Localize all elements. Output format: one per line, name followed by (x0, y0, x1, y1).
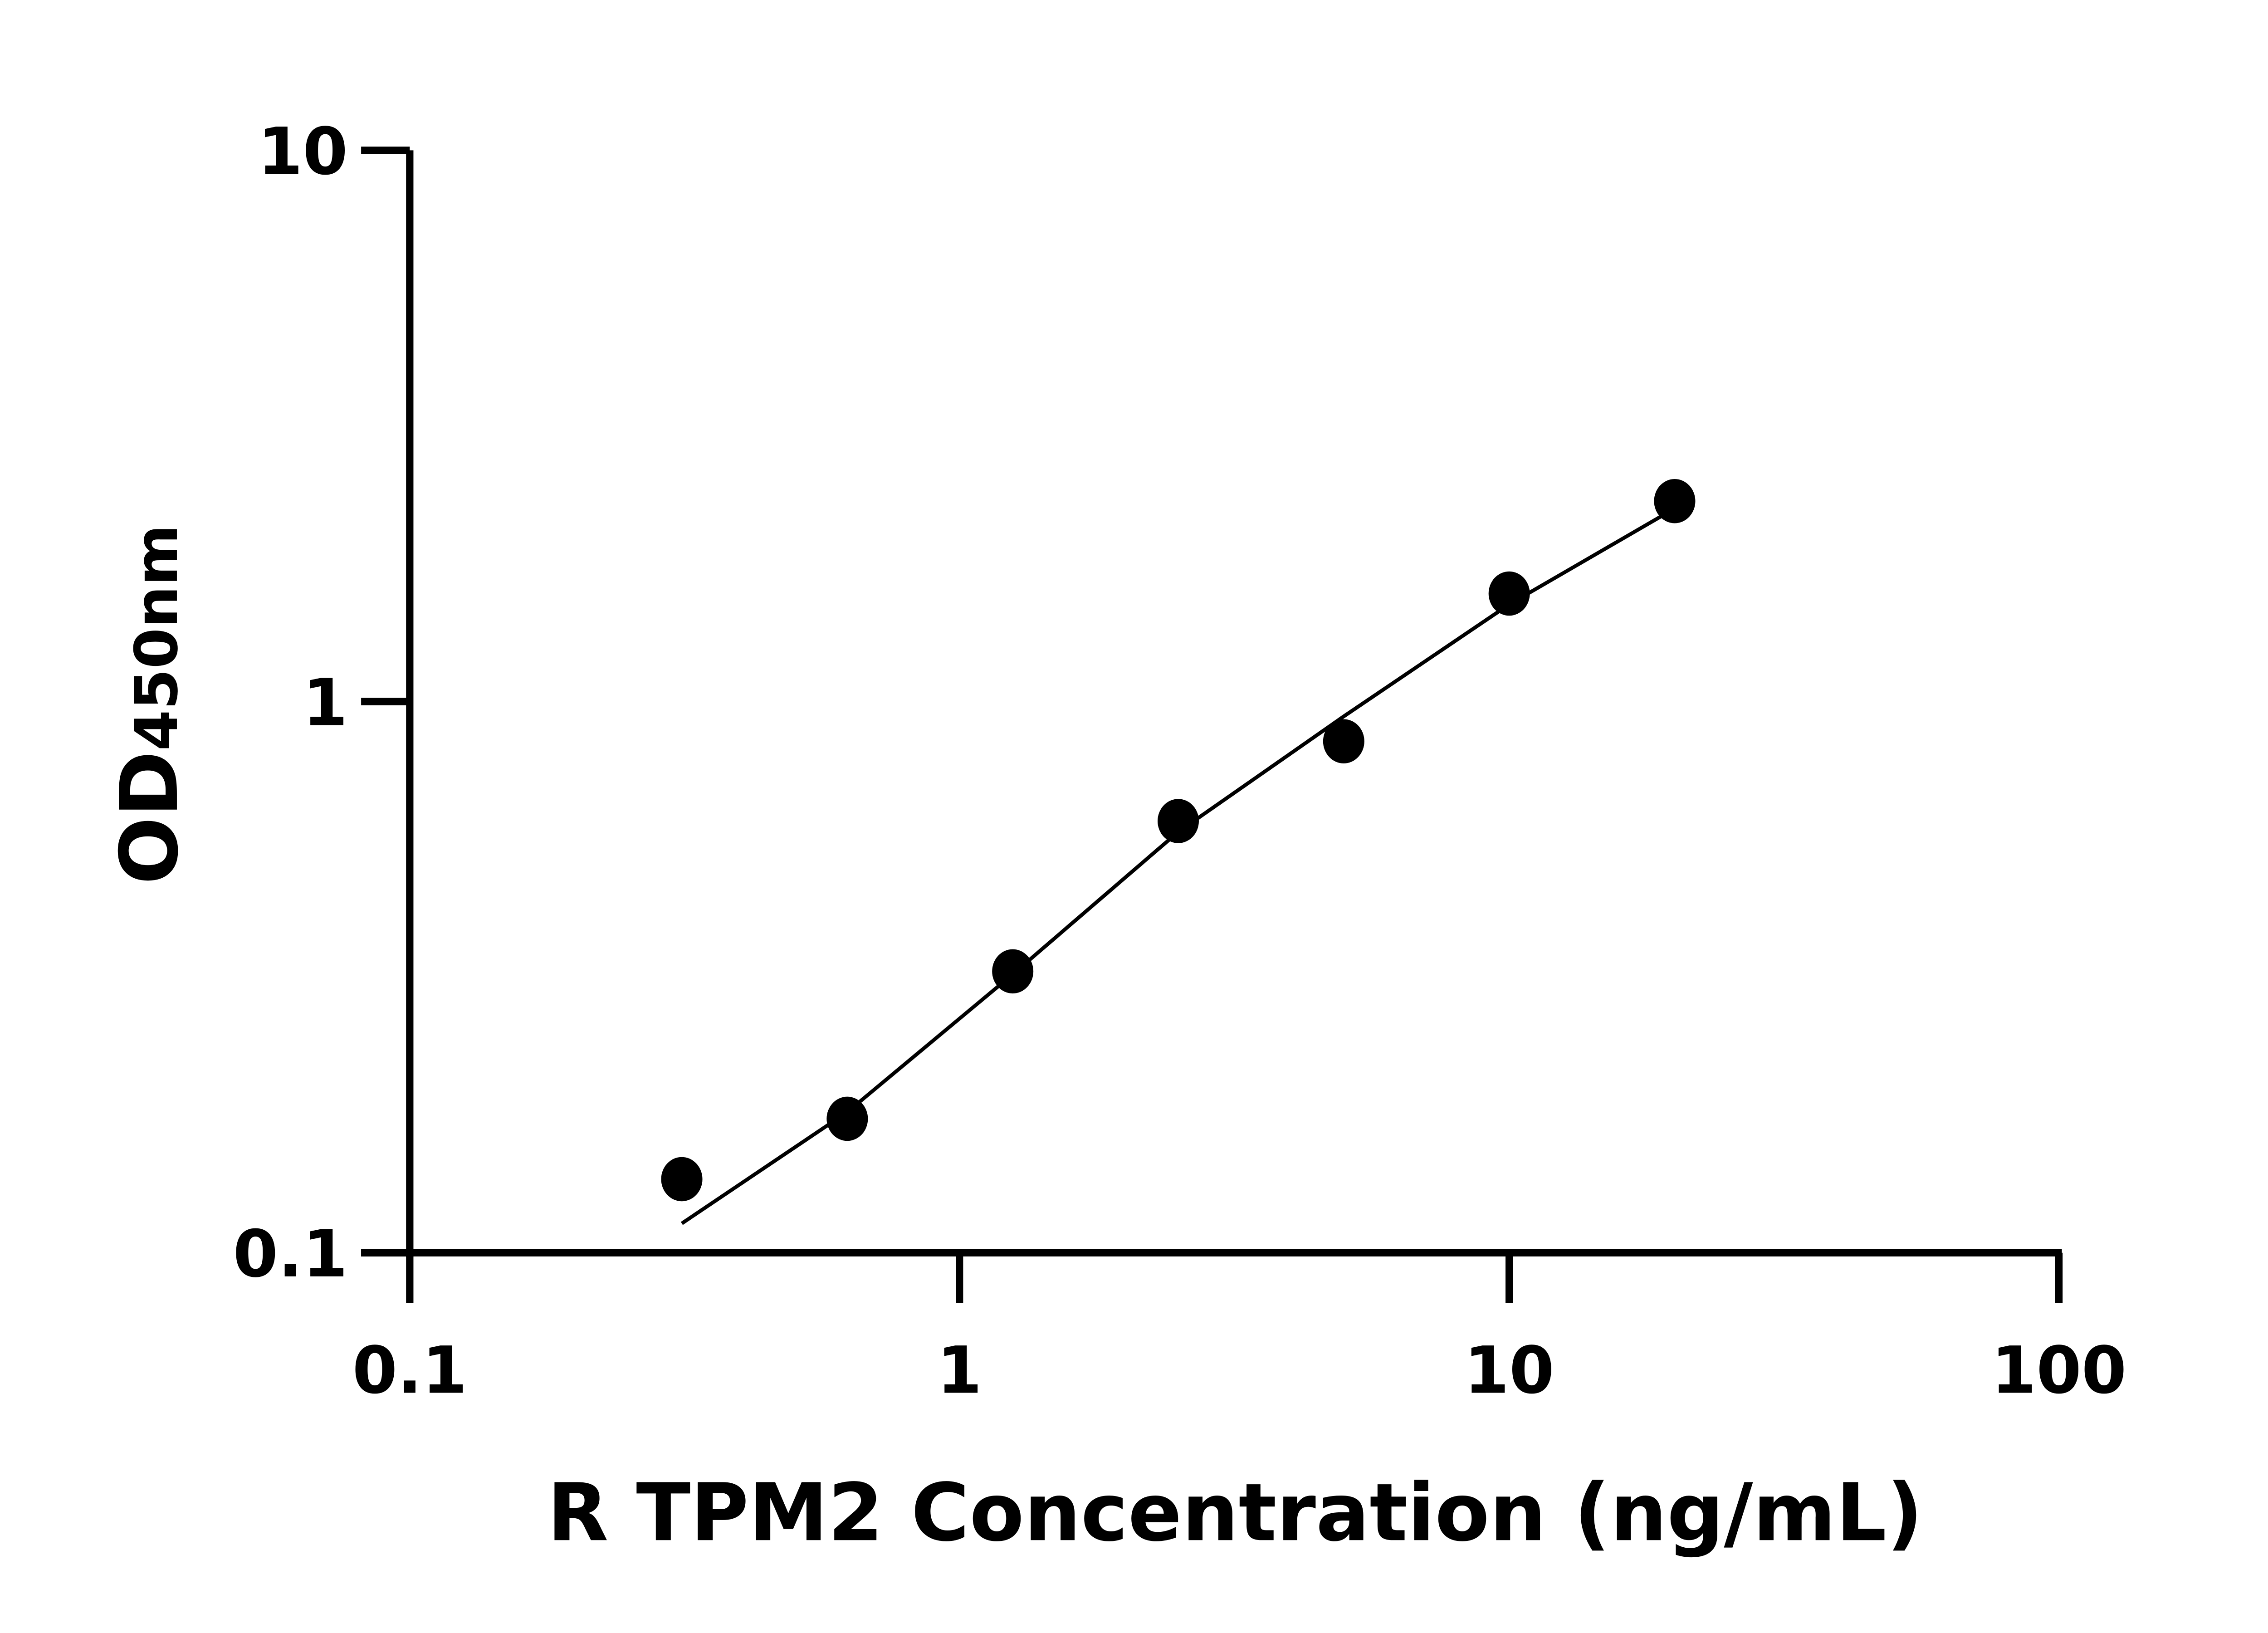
data-point (661, 1157, 703, 1202)
data-point (992, 949, 1034, 994)
data-point (1158, 799, 1199, 843)
x-tick-label: 10 (1464, 1332, 1554, 1408)
data-point (1654, 479, 1696, 523)
y-axis-label-sub: 450nm (122, 524, 191, 751)
y-axis-label-main: OD (103, 751, 196, 885)
y-axis-label: OD450nm (103, 524, 196, 885)
data-point (826, 1096, 868, 1141)
data-point (1323, 719, 1364, 763)
data-point (1488, 571, 1530, 616)
y-tick-label: 1 (303, 665, 347, 741)
x-axis-label: R TPM2 Concentration (ng/mL) (547, 1467, 1923, 1559)
y-tick-label: 0.1 (233, 1216, 348, 1292)
x-tick-label: 0.1 (352, 1332, 467, 1408)
y-tick-label: 10 (258, 113, 348, 189)
x-tick-label: 1 (937, 1332, 982, 1408)
axes (361, 150, 2062, 1257)
x-tick-label: 100 (1991, 1332, 2126, 1408)
